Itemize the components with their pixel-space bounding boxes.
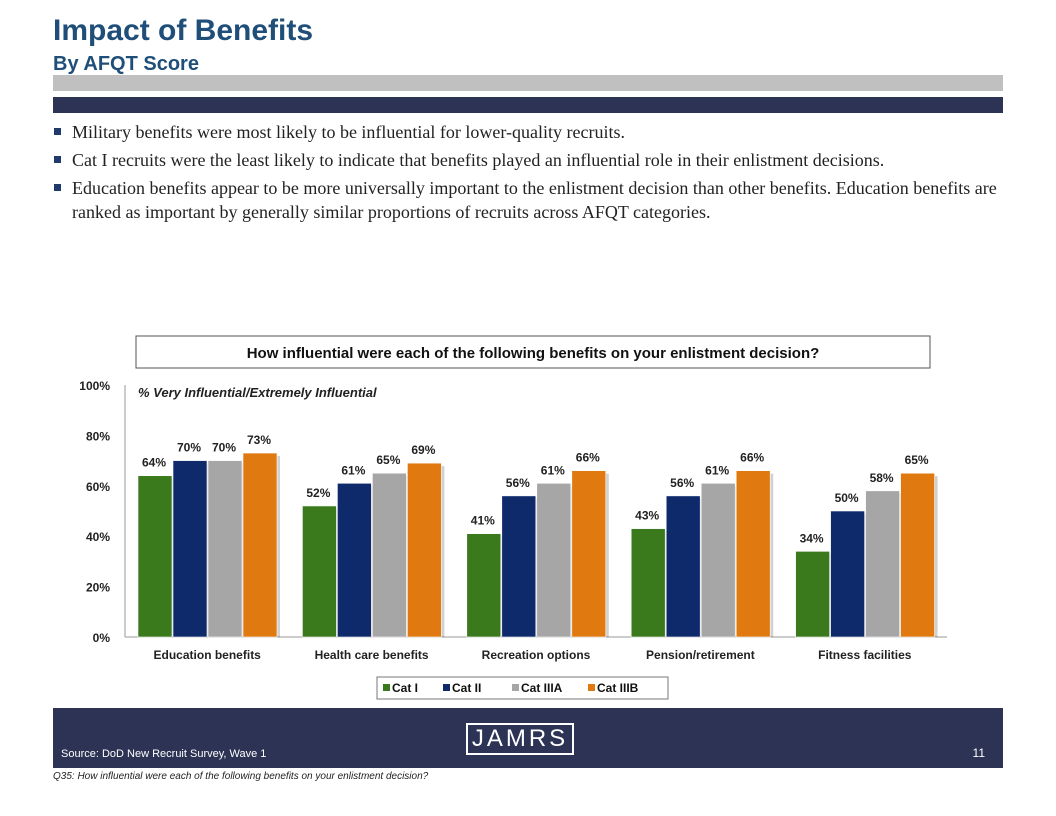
bullet-marker-icon [54,156,61,163]
y-tick-label: 80% [86,429,110,443]
legend-label: Cat II [452,681,481,695]
x-category-label: Health care benefits [315,648,429,662]
footer-bar: Source: DoD New Recruit Survey, Wave 1 J… [53,708,1003,768]
bar [900,472,935,638]
bar-value-label: 50% [835,491,859,505]
bar-series: 64% 70% 70% 73% 52% 61% 65% 69% 41% 56% 61% 66% 43% 5… [137,433,938,638]
legend-swatch [443,684,450,691]
legend-label: Cat I [392,681,418,695]
chart-annotation: % Very Influential/Extremely Influential [138,385,377,400]
bar [536,482,572,638]
bar-value-label: 43% [635,509,659,523]
y-tick-label: 40% [86,530,110,544]
chart-title: How influential were each of the followi… [247,345,820,362]
legend-swatch [383,684,390,691]
bar-value-label: 65% [376,453,400,467]
y-tick-label: 0% [93,631,111,645]
slide-title: Impact of Benefits [53,14,314,47]
slide-subtitle: By AFQT Score [53,53,199,75]
bullet-marker-icon [54,184,61,191]
bullet-item: Education benefits appear to be more uni… [53,176,998,224]
bullet-text: Education benefits appear to be more uni… [72,178,997,222]
bullet-item: Cat I recruits were the least likely to … [53,148,998,172]
bar [830,510,865,638]
legend-label: Cat IIIA [521,681,563,695]
bar [466,533,502,638]
bullet-item: Military benefits were most likely to be… [53,120,998,144]
bar-value-label: 66% [576,451,600,465]
legend-swatch [512,684,519,691]
bar [337,482,372,638]
bar [700,482,736,638]
bar-value-label: 34% [800,531,824,545]
bullet-list: Military benefits were most likely to be… [53,120,998,228]
bar-value-label: 70% [177,441,201,455]
bar [630,528,666,638]
bar [735,470,771,638]
bar-value-label: 61% [705,463,729,477]
page-number: 11 [972,746,985,760]
bullet-text: Cat I recruits were the least likely to … [72,150,885,170]
bar-value-label: 61% [341,463,365,477]
x-category-labels: Education benefits Health care benefits Re… [154,648,912,662]
bar [665,495,701,638]
bar-value-label: 61% [541,463,565,477]
y-tick-label: 20% [86,581,110,595]
bar-value-label: 70% [212,441,236,455]
bar [865,490,900,638]
bar-value-label: 56% [670,476,694,490]
bullet-marker-icon [54,128,61,135]
bar [302,505,337,638]
bar-value-label: 58% [870,471,894,485]
benefits-bar-chart: How influential were each of the followi… [79,335,947,700]
legend-swatch [588,684,595,691]
bullet-text: Military benefits were most likely to be… [72,122,625,142]
x-category-label: Fitness facilities [818,648,912,662]
y-tick-label: 60% [86,480,110,494]
bar [571,470,607,638]
question-footnote: Q35: How influential were each of the fo… [53,771,429,782]
bar-value-label: 65% [905,453,929,467]
bar [242,452,278,638]
bar-value-label: 56% [506,476,530,490]
header-divider-gray [53,75,1003,91]
bar-value-label: 41% [471,514,495,528]
bar [407,462,442,638]
bar-value-label: 69% [411,443,435,457]
legend-box [376,676,669,700]
header-divider-navy [53,97,1003,113]
jamrs-logo: JAMRS [466,723,574,755]
legend: Cat I Cat II Cat IIIA Cat IIIB [383,681,639,695]
chart-title-box [135,335,931,369]
bar [137,475,173,638]
bar [795,551,830,638]
bar-value-label: 52% [306,486,330,500]
x-category-label: Recreation options [482,648,591,662]
source-text: Source: DoD New Recruit Survey, Wave 1 [61,748,267,760]
bar [172,460,208,638]
bar-value-label: 73% [247,433,271,447]
bar-value-label: 64% [142,456,166,470]
x-category-label: Pension/retirement [646,648,755,662]
bar [372,472,407,638]
bar [207,460,243,638]
y-tick-label: 100% [79,379,110,393]
y-tick-labels: 0% 20% 40% 60% 80% 100% [79,379,110,645]
bar-value-label: 66% [740,451,764,465]
x-category-label: Education benefits [154,648,262,662]
bar [501,495,537,638]
legend-label: Cat IIIB [597,681,639,695]
